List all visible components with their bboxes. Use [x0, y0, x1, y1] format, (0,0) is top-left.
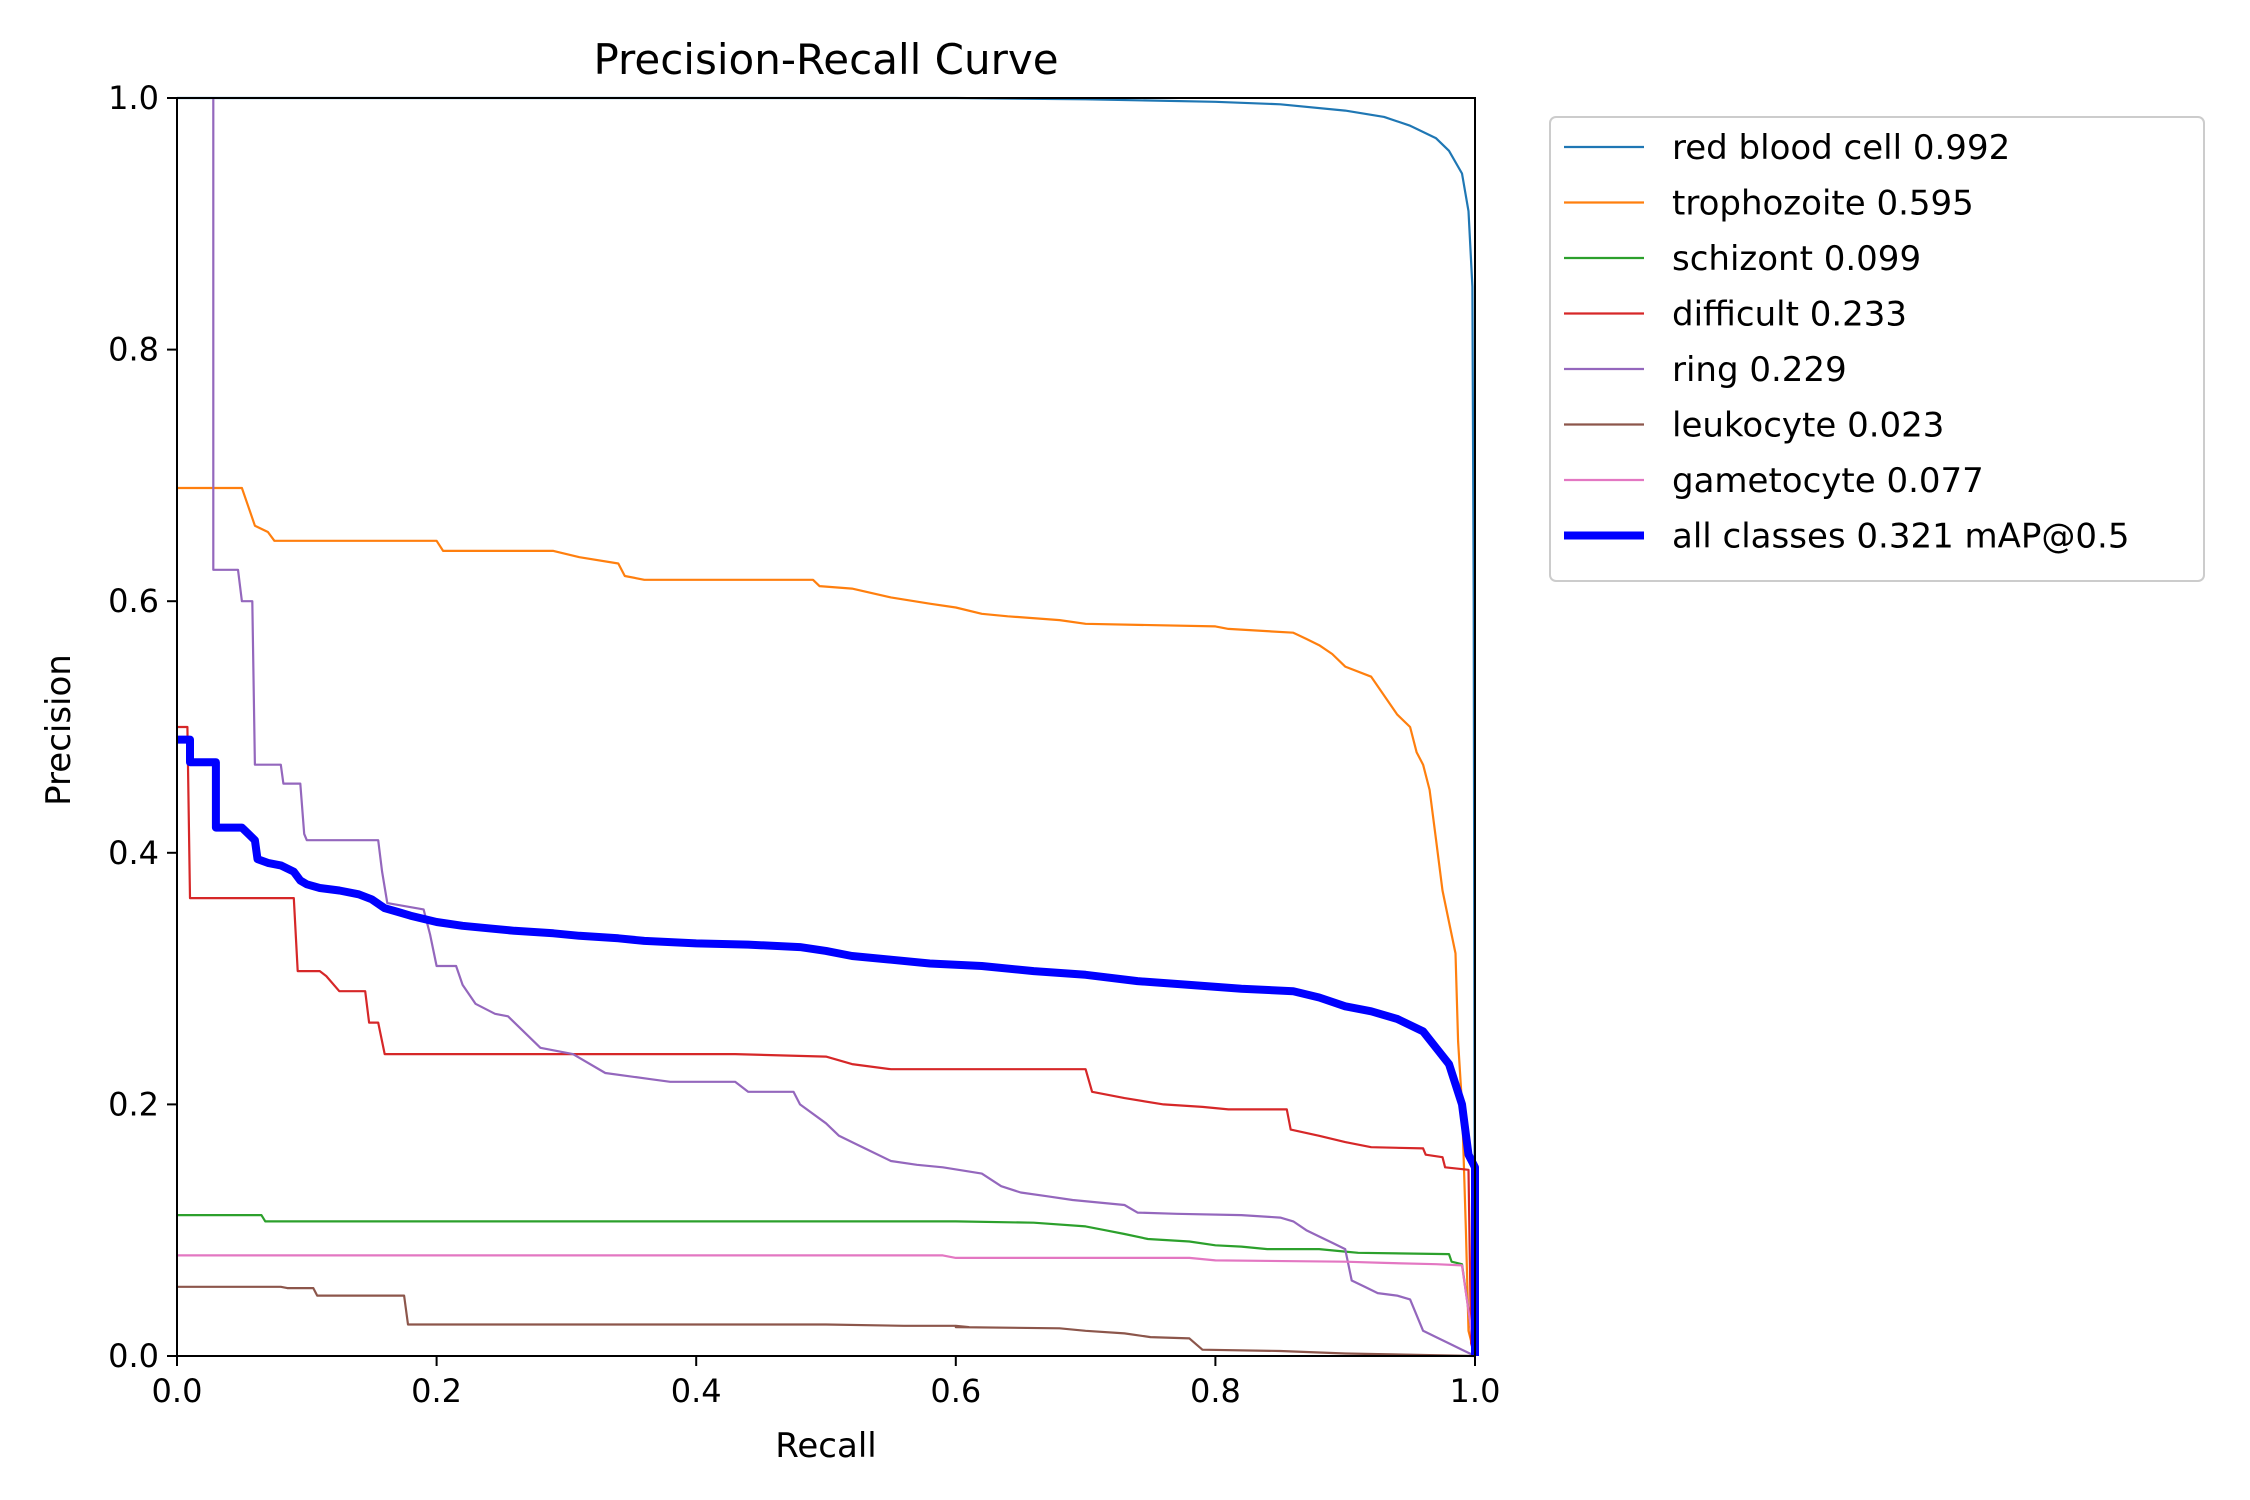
series-line-0	[177, 96, 1477, 1357]
legend-box	[1549, 116, 2205, 582]
plot-frame	[176, 97, 1476, 1357]
y-tick-label: 0.8	[108, 331, 159, 369]
legend-label: all classes 0.321 mAP@0.5	[1672, 517, 2129, 557]
legend-label: ring 0.229	[1672, 350, 1847, 390]
x-tick-label: 0.8	[1190, 1372, 1241, 1410]
series-line-1	[177, 486, 1477, 1357]
legend-label: leukocyte 0.023	[1672, 406, 1944, 446]
series-line-3	[177, 725, 1477, 1357]
x-tick-label: 0.2	[411, 1372, 462, 1410]
x-tick-label: 0.0	[152, 1372, 203, 1410]
x-tick-label: 0.6	[930, 1372, 981, 1410]
series-line-4	[212, 98, 1476, 1357]
series-line-7	[177, 735, 1479, 1356]
legend-label: difficult 0.233	[1672, 295, 1907, 335]
legend: red blood cell 0.992 trophozoite 0.595 sch…	[1549, 116, 2205, 582]
x-axis: 0.0 0.2 0.4 0.6 0.8 1.0	[152, 1356, 1501, 1410]
legend-label: trophozoite 0.595	[1672, 184, 1974, 224]
legend-label: red blood cell 0.992	[1672, 128, 2010, 168]
x-tick-label: 1.0	[1450, 1372, 1501, 1410]
series-line-5	[177, 1285, 1476, 1358]
series-layer	[177, 96, 1479, 1358]
y-tick-label: 1.0	[108, 79, 159, 117]
y-tick-label: 0.0	[108, 1337, 159, 1375]
legend-label: schizont 0.099	[1672, 239, 1921, 279]
y-axis-label: Precision	[39, 654, 79, 806]
series-line-6	[177, 1254, 1477, 1357]
series-line-2	[177, 1214, 1477, 1357]
x-axis-label: Recall	[775, 1426, 876, 1466]
chart-title: Precision-Recall Curve	[593, 35, 1058, 84]
x-tick-label: 0.4	[671, 1372, 722, 1410]
legend-label: gametocyte 0.077	[1672, 461, 1984, 501]
y-tick-label: 0.6	[108, 582, 159, 620]
y-tick-label: 0.4	[108, 834, 159, 872]
y-axis: 0.0 0.2 0.4 0.6 0.8 1.0	[108, 79, 177, 1375]
y-tick-label: 0.2	[108, 1085, 159, 1123]
